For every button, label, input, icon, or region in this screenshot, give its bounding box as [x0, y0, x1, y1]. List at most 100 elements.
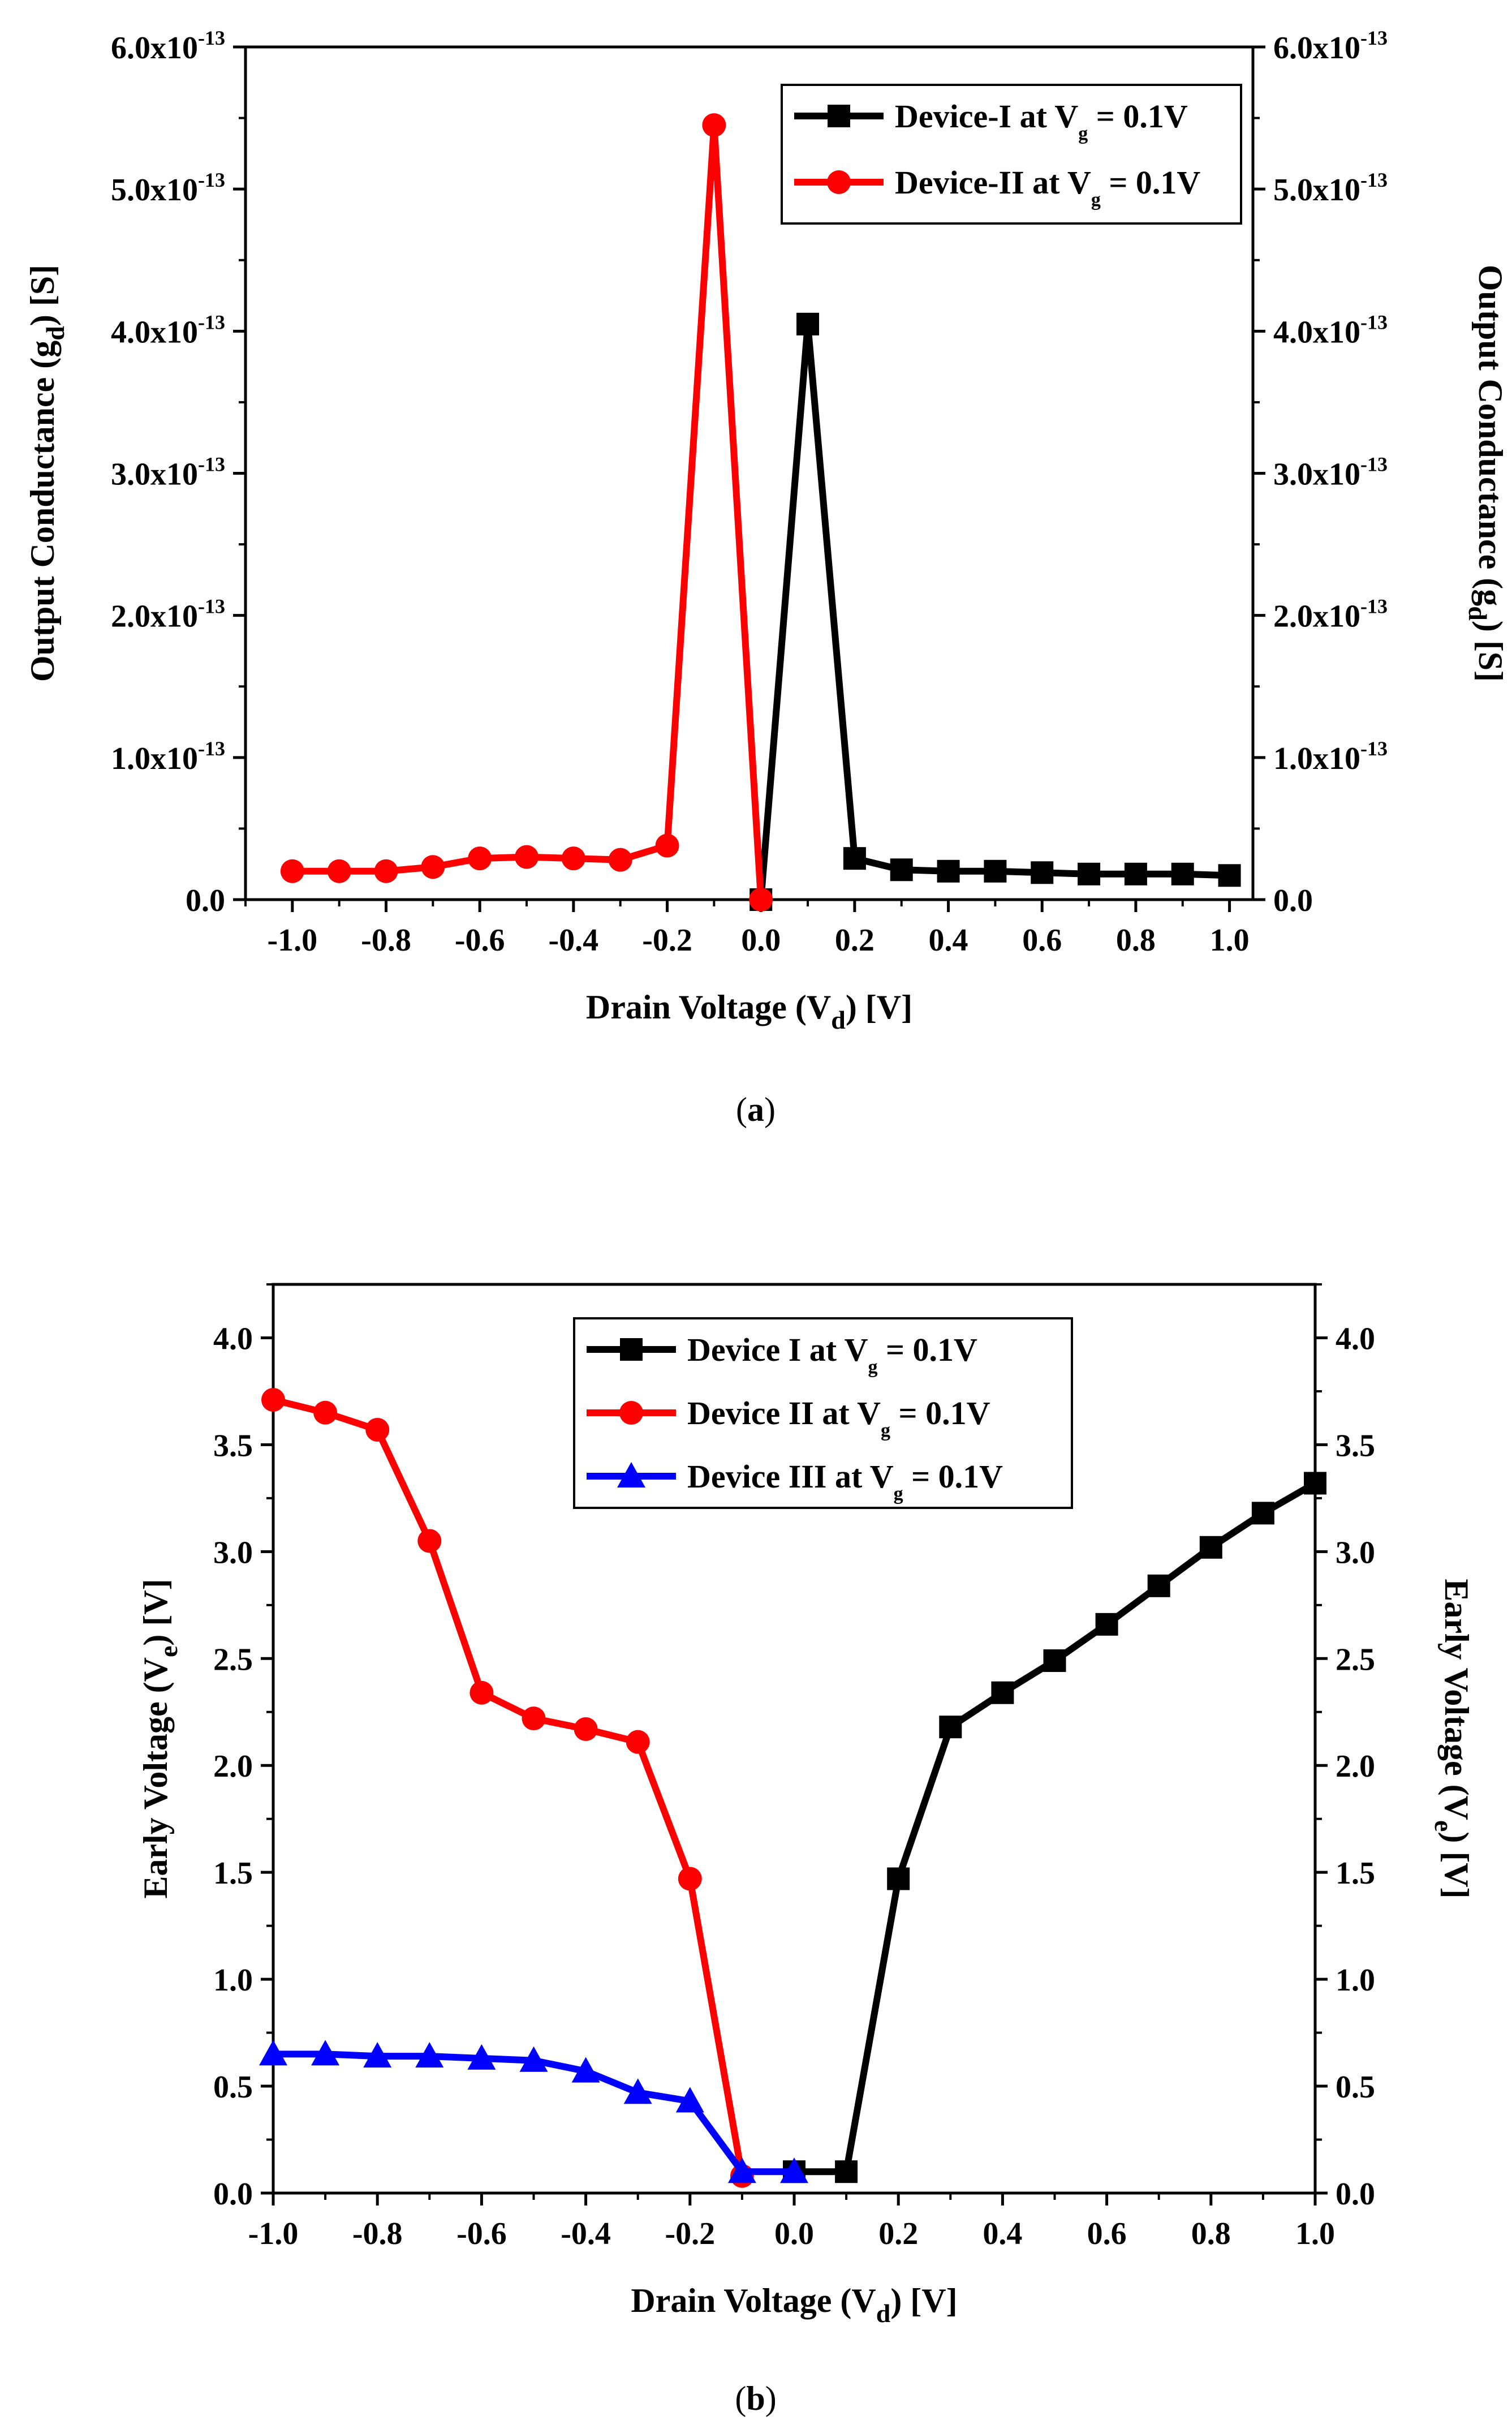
- legend-label: Device-I at Vg = 0.1V: [895, 98, 1188, 144]
- data-point: [1218, 864, 1241, 887]
- y-tick-label-right: 2.0: [1336, 1749, 1375, 1784]
- data-point: [702, 113, 726, 137]
- legend-label: Device II at Vg = 0.1V: [687, 1395, 990, 1441]
- data-point: [1043, 1649, 1066, 1673]
- legend-entry: Device II at Vg = 0.1V: [587, 1395, 990, 1441]
- x-tick-label: -0.4: [561, 2216, 611, 2251]
- data-point: [984, 859, 1007, 883]
- data-point: [363, 2042, 392, 2068]
- data-point: [469, 1680, 494, 1705]
- data-point: [1171, 862, 1194, 885]
- data-point: [727, 2157, 756, 2183]
- data-point: [421, 855, 445, 879]
- y-tick-label-left: 2.0: [213, 1749, 253, 1784]
- data-point: [843, 847, 866, 870]
- y-tick-label-left: 2.0x10-13: [111, 595, 225, 634]
- legend: Device I at Vg = 0.1V Device II at Vg = 0…: [573, 1317, 1073, 1509]
- y-tick-label-left: 1.5: [213, 1856, 253, 1891]
- data-point: [780, 2157, 808, 2183]
- chart-b: -1.0 -0.8 -0.6 -0.4 -0.2 0.0 0.2 0.4 0.6 0.8 1.00.…: [137, 1283, 1475, 2417]
- x-axis-label: Drain Voltage (Vd) [V]: [586, 988, 912, 1034]
- x-tick-label: 0.8: [1116, 923, 1156, 958]
- data-point: [574, 1717, 598, 1741]
- legend-entry: Device-II at Vg = 0.1V: [794, 164, 1200, 210]
- y-axis-label-left: Output Conductance (gd) [S]: [24, 265, 70, 682]
- x-tick-label: 0.0: [774, 2216, 814, 2251]
- x-tick-label: 0.6: [1087, 2216, 1127, 2251]
- legend-marker: [827, 170, 851, 194]
- y-tick-label-left: 3.0x10-13: [111, 453, 225, 492]
- data-point: [1095, 1613, 1118, 1636]
- series-2: [280, 113, 773, 912]
- data-point: [1031, 861, 1054, 884]
- data-point: [991, 1681, 1014, 1704]
- data-point: [835, 2160, 858, 2183]
- data-point: [519, 2046, 548, 2072]
- data-point: [417, 1529, 442, 1553]
- y-axis-label-right: Early Voltage (Ve) [V]: [1429, 1579, 1475, 1898]
- legend-entry: Device-I at Vg = 0.1V: [794, 98, 1188, 144]
- y-tick-label-right: 0.0: [1273, 883, 1313, 918]
- x-tick-label: 0.2: [878, 2216, 918, 2251]
- x-tick-label: -0.6: [455, 923, 505, 958]
- legend-marker: [828, 105, 850, 127]
- x-tick-label: 1.0: [1295, 2216, 1335, 2251]
- x-tick-label: -0.6: [456, 2216, 507, 2251]
- data-point: [1078, 862, 1101, 885]
- data-point: [571, 2057, 600, 2083]
- x-tick-label: 0.4: [929, 923, 968, 958]
- data-point: [937, 859, 960, 883]
- y-tick-label-right: 6.0x10-13: [1273, 27, 1388, 66]
- x-tick-label: 0.6: [1022, 923, 1062, 958]
- x-tick-label: -0.8: [361, 923, 411, 958]
- series-1: [749, 312, 1241, 911]
- legend-box: [781, 84, 1242, 225]
- y-tick-label-right: 0.0: [1336, 2177, 1375, 2212]
- panel-caption: (a): [736, 1091, 776, 1128]
- data-point: [468, 846, 492, 871]
- y-tick-label-left: 0.5: [213, 2070, 253, 2105]
- x-tick-label: 0.4: [983, 2216, 1022, 2251]
- data-point: [887, 1867, 910, 1890]
- y-tick-label-left: 1.0: [213, 1963, 253, 1998]
- y-axis-label-right: Output Conductance (gd) [S]: [1463, 265, 1509, 682]
- series-3: [259, 2040, 808, 2183]
- data-point: [467, 2044, 496, 2070]
- x-tick-label: -0.4: [549, 923, 599, 958]
- data-point: [655, 833, 679, 858]
- y-tick-label-left: 5.0x10-13: [111, 169, 225, 208]
- series-line: [794, 1480, 1317, 2176]
- legend-entry: Device I at Vg = 0.1V: [587, 1331, 977, 1378]
- series-line: [292, 124, 765, 900]
- data-point: [675, 2087, 704, 2113]
- y-tick-label-right: 4.0: [1336, 1321, 1375, 1356]
- y-tick-label-left: 6.0x10-13: [111, 27, 225, 66]
- x-tick-label: -0.2: [665, 2216, 715, 2251]
- legend-label: Device-II at Vg = 0.1V: [895, 164, 1200, 210]
- chart-a: -1.0 -0.8 -0.6 -0.4 -0.2 0.0 0.2 0.4 0.6 0.8 1.0 0.…: [24, 27, 1509, 1128]
- data-point: [1124, 862, 1147, 885]
- data-point: [890, 858, 913, 882]
- data-point: [1199, 1536, 1222, 1559]
- y-axis-label-left: Early Voltage (Ve) [V]: [137, 1579, 183, 1898]
- data-point: [749, 888, 773, 912]
- data-point: [561, 846, 585, 871]
- series-line: [272, 1396, 746, 2177]
- data-point: [939, 1716, 962, 1739]
- x-tick-label: 0.2: [835, 923, 875, 958]
- series-line: [757, 324, 1230, 900]
- data-point: [327, 859, 351, 883]
- y-tick-label-right: 5.0x10-13: [1273, 169, 1388, 208]
- data-point: [608, 848, 632, 872]
- legend: Device-I at Vg = 0.1V Device-II at Vg = 0…: [781, 84, 1242, 225]
- x-tick-label: -0.2: [642, 923, 692, 958]
- x-tick-label: 1.0: [1210, 923, 1250, 958]
- data-point: [313, 1400, 338, 1425]
- y-tick-label-left: 0.0: [213, 2177, 253, 2212]
- data-point: [1147, 1574, 1170, 1597]
- x-tick-label: -0.8: [352, 2216, 403, 2251]
- legend-entry: Device III at Vg = 0.1V: [587, 1458, 1003, 1504]
- data-point: [626, 1730, 650, 1754]
- y-tick-label-left: 0.0: [186, 883, 225, 918]
- legend-marker: [620, 1338, 643, 1361]
